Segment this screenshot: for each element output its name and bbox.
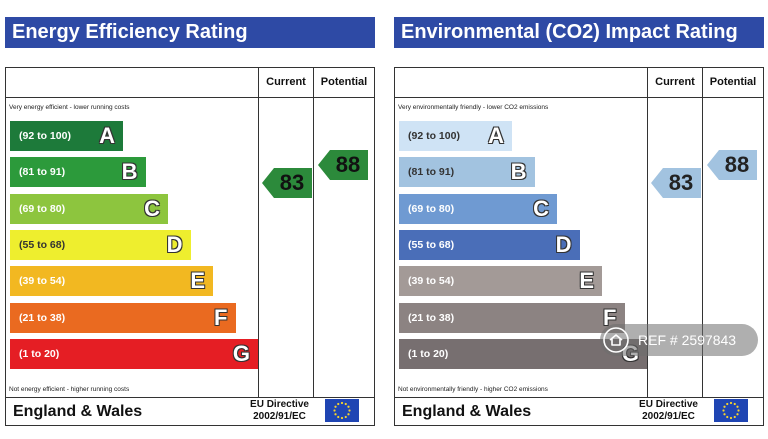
band-b: (81 to 91) B xyxy=(10,157,146,188)
bottom-note: Not environmentally friendly - higher CO… xyxy=(398,386,548,393)
eu-flag-icon xyxy=(325,399,359,422)
footer-divider xyxy=(395,397,763,398)
top-note: Very environmentally friendly - lower CO… xyxy=(398,104,549,111)
reference-text: REF # 2597843 xyxy=(638,332,737,348)
footer-divider xyxy=(6,397,374,398)
region-label: England & Wales xyxy=(13,403,143,420)
home-icon xyxy=(603,327,629,353)
potential-rating-arrow: 88 xyxy=(318,150,368,181)
band-e: (39 to 54) E xyxy=(399,266,602,297)
band-letter: F xyxy=(214,304,228,330)
rating-frame: Current Potential Very energy efficient … xyxy=(5,67,375,426)
current-rating-arrow-value: 83 xyxy=(668,170,694,196)
band-e: (39 to 54) E xyxy=(10,266,213,297)
band-letter: E xyxy=(579,268,594,294)
column-divider xyxy=(313,68,314,398)
panel-title: Environmental (CO2) Impact Rating xyxy=(394,17,764,48)
band-range-label: (92 to 100) xyxy=(408,130,460,142)
band-a: (92 to 100) A xyxy=(399,121,512,151)
band-letter: C xyxy=(533,195,549,221)
panel-title: Energy Efficiency Rating xyxy=(5,17,375,48)
band-range-label: (1 to 20) xyxy=(19,347,60,360)
potential-rating-arrow-value: 88 xyxy=(335,152,361,178)
directive-line: EU Directive xyxy=(639,399,698,410)
band-letter: D xyxy=(555,231,572,257)
directive-line: EU Directive xyxy=(250,399,309,410)
band-range-label: (55 to 68) xyxy=(408,238,455,251)
current-header: Current xyxy=(266,76,306,88)
band-b: (81 to 91) B xyxy=(399,157,535,188)
top-note: Very energy efficient - lower running co… xyxy=(9,104,130,111)
band-d: (55 to 68) D xyxy=(10,229,191,260)
reference-watermark: REF # 2597843 xyxy=(600,324,758,356)
potential-rating-arrow-value: 88 xyxy=(724,152,750,178)
potential-rating-arrow-shape xyxy=(318,150,368,181)
current-rating-arrow: 83 xyxy=(651,168,701,199)
eu-directive: EU Directive 2002/91/EC xyxy=(242,399,317,423)
band-range-label: (92 to 100) xyxy=(19,130,71,142)
band-letter: G xyxy=(232,340,250,366)
band-f: (21 to 38) F xyxy=(10,302,236,333)
co2-rating-panel: Environmental (CO2) Impact Rating Curren… xyxy=(394,0,764,439)
rating-frame: Current Potential Very environmentally f… xyxy=(394,67,764,426)
band-d: (55 to 68) D xyxy=(399,229,580,260)
band-letter: B xyxy=(121,159,138,185)
current-header: Current xyxy=(655,76,695,88)
band-f: (21 to 38) F xyxy=(399,302,625,333)
potential-header: Potential xyxy=(709,76,757,88)
band-range-label: (21 to 38) xyxy=(408,311,455,324)
header-divider xyxy=(395,97,763,98)
energy-rating-panel: Energy Efficiency Rating Current Potenti… xyxy=(5,0,375,439)
band-letter: A xyxy=(99,123,115,148)
directive-line: 2002/91/EC xyxy=(253,411,306,422)
eu-flag-icon xyxy=(714,399,748,422)
current-rating-arrow: 83 xyxy=(262,168,312,199)
band-a: (92 to 100) A xyxy=(10,121,123,151)
band-range-label: (69 to 80) xyxy=(19,202,66,215)
directive-line: 2002/91/EC xyxy=(642,411,695,422)
current-rating-arrow-value: 83 xyxy=(279,170,305,196)
band-range-label: (69 to 80) xyxy=(408,202,455,215)
band-range-label: (39 to 54) xyxy=(19,275,66,288)
potential-rating-arrow-shape xyxy=(707,150,757,181)
band-range-label: (1 to 20) xyxy=(408,347,449,360)
band-range-label: (81 to 91) xyxy=(408,166,455,179)
band-range-label: (55 to 68) xyxy=(19,238,66,251)
band-letter: A xyxy=(488,123,504,148)
band-c: (69 to 80) C xyxy=(399,193,557,224)
eu-directive: EU Directive 2002/91/EC xyxy=(631,399,706,423)
band-letter: C xyxy=(144,195,160,221)
band-g: (1 to 20) G xyxy=(10,338,258,369)
band-range-label: (39 to 54) xyxy=(408,275,455,288)
band-letter: D xyxy=(166,231,183,257)
column-divider xyxy=(647,68,648,398)
band-letter: B xyxy=(510,159,527,185)
header-divider xyxy=(6,97,374,98)
band-range-label: (81 to 91) xyxy=(19,166,66,179)
potential-header: Potential xyxy=(320,76,368,88)
current-rating-arrow-shape xyxy=(651,168,701,199)
band-c: (69 to 80) C xyxy=(10,193,168,224)
potential-rating-arrow: 88 xyxy=(707,150,757,181)
band-range-label: (21 to 38) xyxy=(19,311,66,324)
region-label: England & Wales xyxy=(402,403,532,420)
column-divider xyxy=(258,68,259,398)
column-divider xyxy=(702,68,703,398)
current-rating-arrow-shape xyxy=(262,168,312,199)
bottom-note: Not energy efficient - higher running co… xyxy=(9,386,130,393)
band-letter: E xyxy=(190,268,205,294)
band-letter: F xyxy=(603,304,617,330)
